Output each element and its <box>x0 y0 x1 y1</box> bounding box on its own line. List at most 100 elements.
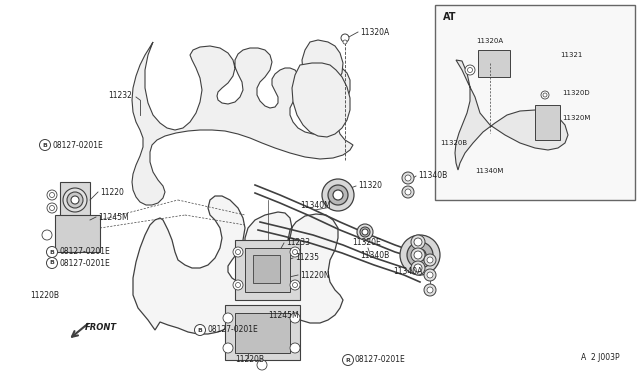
Circle shape <box>411 248 425 262</box>
Circle shape <box>322 179 354 211</box>
Circle shape <box>414 249 426 261</box>
Text: B: B <box>49 250 54 254</box>
Circle shape <box>414 251 422 259</box>
Circle shape <box>411 261 425 275</box>
Circle shape <box>541 91 549 99</box>
Polygon shape <box>55 215 100 252</box>
Circle shape <box>549 132 581 164</box>
Circle shape <box>236 250 241 254</box>
Text: 08127-0201E: 08127-0201E <box>355 356 406 365</box>
Circle shape <box>292 282 298 288</box>
Text: 11235: 11235 <box>295 253 319 263</box>
Circle shape <box>467 67 472 73</box>
Text: 11340B: 11340B <box>418 170 447 180</box>
Circle shape <box>290 343 300 353</box>
Text: 11232: 11232 <box>108 90 132 99</box>
Text: 11320D: 11320D <box>562 90 589 96</box>
Polygon shape <box>235 240 300 300</box>
Text: 11321: 11321 <box>560 52 582 58</box>
Circle shape <box>223 313 233 323</box>
Text: 11220: 11220 <box>100 187 124 196</box>
Circle shape <box>560 143 570 153</box>
Text: 11245M: 11245M <box>268 311 299 320</box>
Polygon shape <box>225 305 300 360</box>
Polygon shape <box>60 182 90 220</box>
Text: B: B <box>198 327 202 333</box>
Text: 11220B: 11220B <box>30 291 59 299</box>
Text: FRONT: FRONT <box>85 324 117 333</box>
Circle shape <box>427 272 433 278</box>
Text: 11245M: 11245M <box>98 212 129 221</box>
Text: B: B <box>49 260 54 266</box>
Circle shape <box>49 192 54 198</box>
Text: 11220B: 11220B <box>235 356 264 365</box>
Text: 11320E: 11320E <box>352 237 381 247</box>
Text: 11320B: 11320B <box>440 140 467 146</box>
Text: 11320: 11320 <box>358 180 382 189</box>
Circle shape <box>405 189 411 195</box>
Circle shape <box>357 224 373 240</box>
Polygon shape <box>455 60 568 170</box>
Polygon shape <box>253 255 280 283</box>
Circle shape <box>290 247 300 257</box>
Text: R: R <box>346 357 351 362</box>
Circle shape <box>47 190 57 200</box>
Circle shape <box>292 250 298 254</box>
Text: 08127-0201E: 08127-0201E <box>207 326 258 334</box>
Bar <box>435 5 635 200</box>
Text: 08127-0201E: 08127-0201E <box>52 141 103 150</box>
Circle shape <box>465 65 475 75</box>
Polygon shape <box>478 50 510 77</box>
Circle shape <box>362 229 368 235</box>
Circle shape <box>543 93 547 97</box>
Circle shape <box>223 343 233 353</box>
Polygon shape <box>302 40 343 90</box>
Text: 11340M: 11340M <box>300 201 331 209</box>
Circle shape <box>49 205 54 211</box>
Circle shape <box>343 40 347 44</box>
Circle shape <box>402 186 414 198</box>
Text: 11233: 11233 <box>286 237 310 247</box>
Text: B: B <box>43 142 47 148</box>
Text: AT: AT <box>443 12 456 22</box>
Text: 11320A: 11320A <box>360 28 389 36</box>
Circle shape <box>555 138 575 158</box>
Circle shape <box>67 192 83 208</box>
Circle shape <box>400 235 440 275</box>
Circle shape <box>341 34 349 42</box>
Text: 11340M: 11340M <box>475 168 504 174</box>
Circle shape <box>424 284 436 296</box>
Circle shape <box>333 190 343 200</box>
Circle shape <box>448 148 472 172</box>
Circle shape <box>342 355 353 366</box>
Polygon shape <box>535 105 560 140</box>
Text: 11320M: 11320M <box>562 115 590 121</box>
Circle shape <box>290 280 300 290</box>
Circle shape <box>442 142 478 178</box>
Text: 11220N: 11220N <box>300 270 330 279</box>
Circle shape <box>424 254 436 266</box>
Polygon shape <box>245 248 290 292</box>
Circle shape <box>328 185 348 205</box>
Circle shape <box>71 196 79 204</box>
Circle shape <box>414 264 422 272</box>
Polygon shape <box>133 196 343 334</box>
Circle shape <box>47 247 58 257</box>
Text: 11340B: 11340B <box>360 250 389 260</box>
Text: 11320A: 11320A <box>476 38 503 44</box>
Circle shape <box>405 175 411 181</box>
Circle shape <box>63 188 87 212</box>
Circle shape <box>42 230 52 240</box>
Circle shape <box>233 280 243 290</box>
Circle shape <box>454 154 466 166</box>
Circle shape <box>411 235 425 249</box>
Text: 11340A: 11340A <box>393 267 422 276</box>
Circle shape <box>424 269 436 281</box>
Circle shape <box>195 324 205 336</box>
Circle shape <box>47 203 57 213</box>
Text: 08127-0201E: 08127-0201E <box>59 259 109 267</box>
Text: A  2 J003P: A 2 J003P <box>581 353 620 362</box>
Circle shape <box>407 242 433 268</box>
Polygon shape <box>132 42 353 205</box>
Circle shape <box>233 247 243 257</box>
